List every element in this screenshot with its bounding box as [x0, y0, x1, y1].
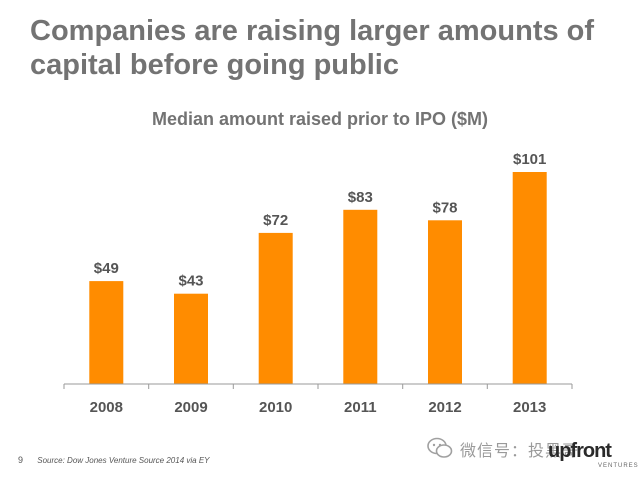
x-tick-2008: 2008	[90, 399, 123, 416]
data-label-2012: $78	[432, 199, 457, 216]
x-tick-2011: 2011	[344, 399, 377, 416]
brand-subtitle: VENTURES	[598, 463, 639, 469]
bar-2008	[89, 281, 124, 384]
bar-2010	[258, 232, 293, 384]
data-label-2009: $43	[178, 273, 203, 290]
source-note: Source: Dow Jones Venture Source 2014 vi…	[37, 456, 210, 465]
watermark-text: 微信号：投黑哥	[460, 443, 580, 460]
slide-title: Companies are raising larger amounts of …	[30, 15, 595, 81]
x-tick-2010: 2010	[259, 399, 292, 416]
data-label-2013: $101	[513, 151, 546, 168]
x-tick-2013: 2013	[513, 399, 546, 416]
x-tick-2012: 2012	[428, 399, 461, 416]
bar-2011	[343, 209, 378, 384]
wechat-watermark: 微信号：投黑哥	[424, 434, 636, 474]
footer: 9 Source: Dow Jones Venture Source 2014 …	[18, 455, 210, 465]
page-number: 9	[18, 455, 24, 465]
wechat-icon	[427, 437, 453, 458]
data-label-2011: $83	[348, 189, 373, 206]
data-label-2010: $72	[263, 212, 288, 229]
brand-logo: upfront	[548, 440, 612, 462]
bar-2009	[174, 293, 208, 384]
data-label-2008: $49	[94, 260, 119, 277]
bar-2013	[512, 172, 547, 384]
x-tick-2009: 2009	[174, 399, 207, 416]
bar-2012	[428, 220, 462, 384]
chart-title: Median amount raised prior to IPO ($M)	[151, 109, 489, 129]
